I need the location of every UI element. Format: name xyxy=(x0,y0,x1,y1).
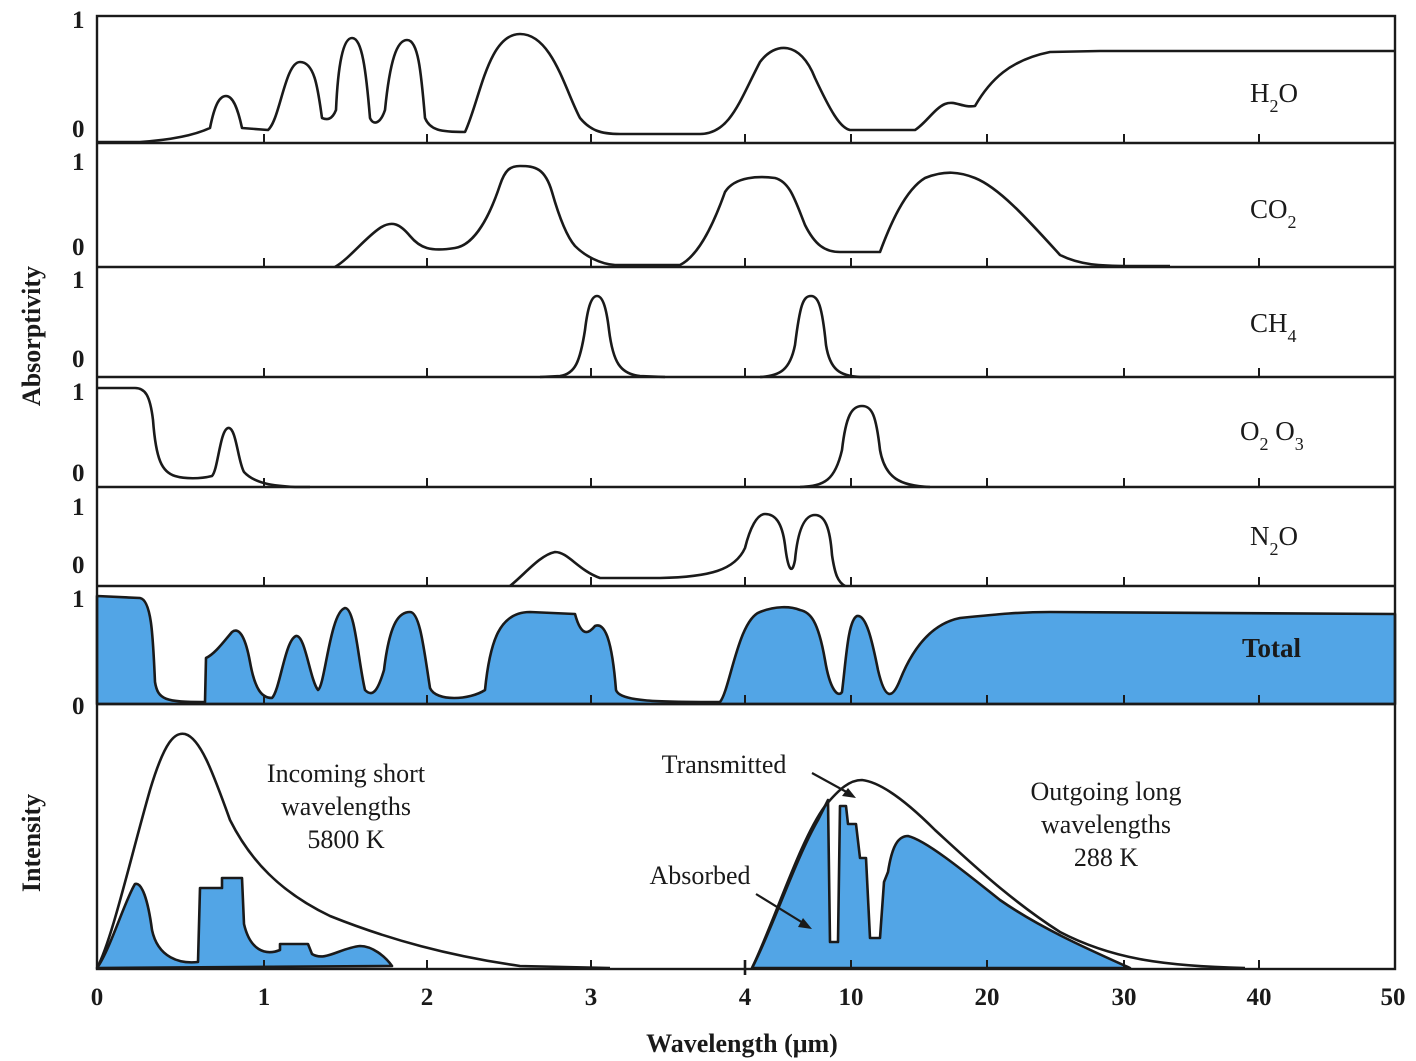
panel-label-n2o: N2O xyxy=(1250,521,1298,559)
panel-label-co2: CO2 xyxy=(1250,194,1297,232)
outgoing-label-line2: wavelengths xyxy=(1041,810,1171,839)
y-tick-label: 1 xyxy=(72,379,85,406)
y-tick-label: 0 xyxy=(72,552,85,579)
x-tick-label: 2 xyxy=(421,984,434,1011)
x-tick-labels: 0 1 2 3 4 10 20 30 40 50 xyxy=(91,984,1406,1011)
outgoing-label-temp: 288 K xyxy=(1074,843,1139,872)
y-tick-label: 1 xyxy=(72,7,85,34)
incoming-label-line1: Incoming short xyxy=(267,759,426,788)
absorbed-arrow xyxy=(755,893,809,927)
y-axis-title-absorptivity: Absorptivity xyxy=(17,266,46,406)
panel-label-o2-o3: O2 O3 xyxy=(1240,416,1304,454)
y-tick-label: 0 xyxy=(72,234,85,261)
x-tick-label: 40 xyxy=(1247,984,1272,1011)
outgoing-transmitted-area xyxy=(750,798,1132,970)
transmitted-arrowhead xyxy=(842,788,856,798)
panel-label-total: Total xyxy=(1242,633,1302,663)
transmitted-label: Transmitted xyxy=(662,750,787,779)
series-line-n2o xyxy=(509,512,846,588)
y-tick-label: 1 xyxy=(72,267,85,294)
panel-label-h2o: H2O xyxy=(1250,78,1298,116)
incoming-label-temp: 5800 K xyxy=(307,825,385,854)
incoming-envelope-curve xyxy=(95,732,611,970)
outgoing-label-line1: Outgoing long xyxy=(1031,777,1182,806)
incoming-label-line2: wavelengths xyxy=(281,792,411,821)
series-line-h2o xyxy=(97,32,1395,144)
absorbed-label: Absorbed xyxy=(649,861,750,890)
panel-ticks xyxy=(263,134,1260,969)
transmitted-arrow xyxy=(811,772,853,796)
y-tick-label: 1 xyxy=(72,586,85,613)
x-tick-label: 20 xyxy=(975,984,1000,1011)
series-line-o2-o3 xyxy=(97,386,931,489)
y-tick-label: 0 xyxy=(72,116,85,143)
y-axis-title-intensity: Intensity xyxy=(17,794,46,892)
x-axis-title: Wavelength (μm) xyxy=(646,1029,838,1058)
outgoing-envelope-curve xyxy=(750,778,1246,970)
y-tick-labels: 1 0 1 0 1 0 1 0 1 0 1 0 xyxy=(72,7,85,720)
absorbed-arrowhead xyxy=(798,918,812,929)
panel-label-ch4: CH4 xyxy=(1250,308,1297,346)
plot-frame xyxy=(95,14,1397,971)
series-line-ch4 xyxy=(539,294,880,379)
x-tick-label: 50 xyxy=(1381,984,1406,1011)
absorbed-fills xyxy=(95,594,1397,970)
total-absorption-area xyxy=(95,594,1397,706)
incoming-transmitted-area xyxy=(95,876,394,970)
y-tick-label: 1 xyxy=(72,149,85,176)
absorption-curves xyxy=(95,32,1395,975)
y-tick-label: 0 xyxy=(72,460,85,487)
x-tick-label: 1 xyxy=(258,984,271,1011)
y-tick-label: 0 xyxy=(72,346,85,373)
x-tick-label: 10 xyxy=(839,984,864,1011)
x-tick-label: 4 xyxy=(739,984,752,1011)
y-tick-label: 1 xyxy=(72,494,85,521)
intensity-annotations: Incoming short wavelengths 5800 K Outgoi… xyxy=(267,750,1182,929)
x-tick-label: 3 xyxy=(585,984,598,1011)
x-tick-label: 30 xyxy=(1112,984,1137,1011)
series-line-co2 xyxy=(334,164,1170,269)
panel-labels: H2O CO2 CH4 O2 O3 N2O Total xyxy=(1240,78,1304,663)
y-tick-label: 0 xyxy=(72,693,85,720)
x-tick-label: 0 xyxy=(91,984,104,1011)
